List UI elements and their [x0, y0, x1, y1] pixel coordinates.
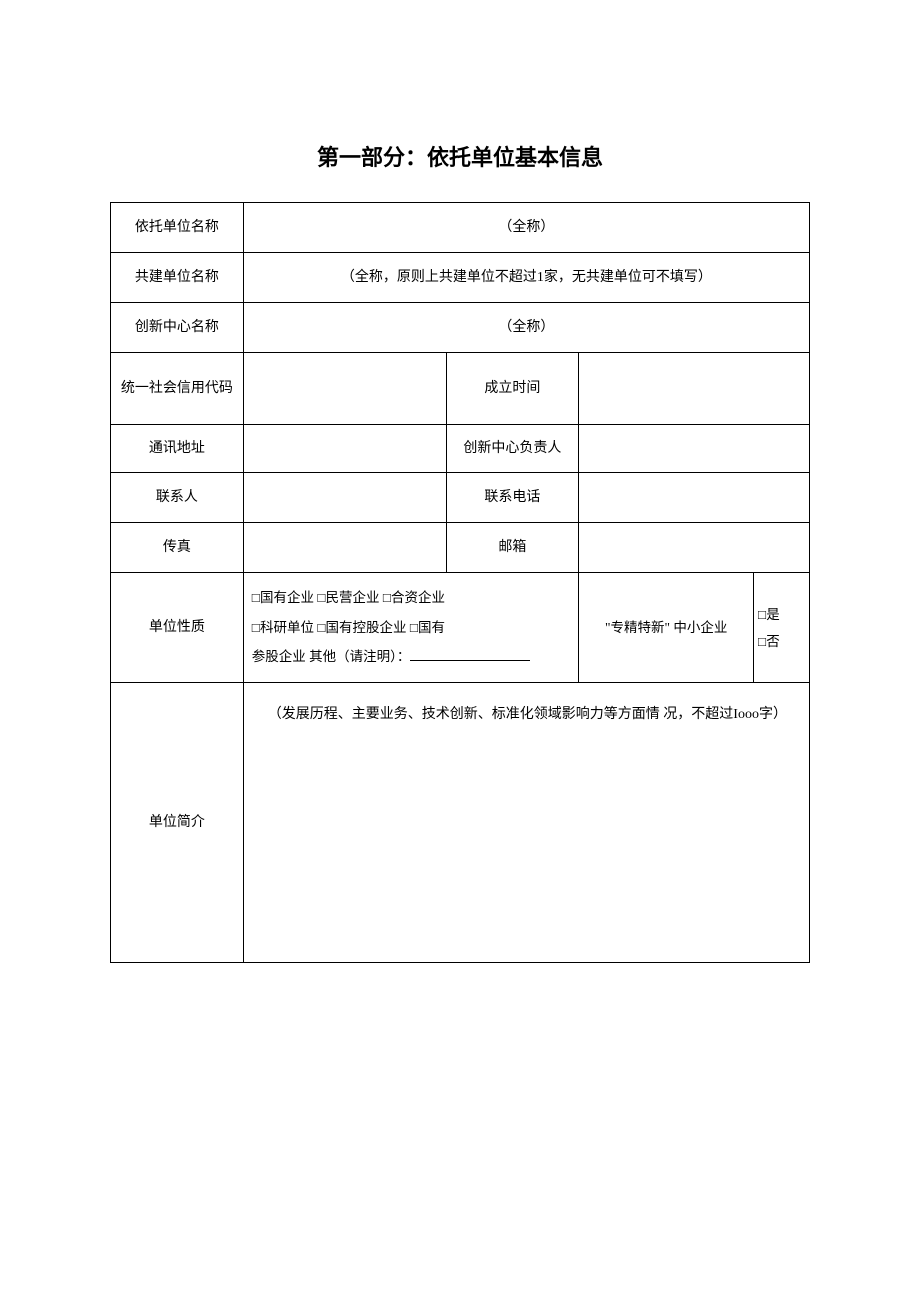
value-contact [243, 473, 446, 523]
label-email: 邮箱 [446, 523, 579, 573]
value-unit-nature: □国有企业 □民营企业 □合资企业 □科研单位 □国有控股企业 □国有 参股企业… [243, 573, 579, 683]
label-center-name: 创新中心名称 [111, 303, 244, 353]
label-unit-nature: 单位性质 [111, 573, 244, 683]
value-address [243, 425, 446, 473]
value-center-name: （全称） [243, 303, 809, 353]
nature-line1: □国有企业 □民营企业 □合资企业 [252, 583, 571, 613]
label-center-leader: 创新中心负责人 [446, 425, 579, 473]
label-address: 通讯地址 [111, 425, 244, 473]
value-unit-name: （全称） [243, 203, 809, 253]
label-phone: 联系电话 [446, 473, 579, 523]
label-credit-code: 统一社会信用代码 [111, 353, 244, 425]
sme-yes: □是 [758, 601, 803, 628]
label-unit-name: 依托单位名称 [111, 203, 244, 253]
label-unit-intro: 单位简介 [111, 683, 244, 963]
value-unit-intro: （发展历程、主要业务、技术创新、标准化领域影响力等方面情 况，不超过Iooo字） [243, 683, 809, 963]
nature-line3: 参股企业 其他（请注明）： [252, 642, 571, 672]
nature-line2: □科研单位 □国有控股企业 □国有 [252, 613, 571, 643]
value-sme-yesno: □是 □否 [754, 573, 810, 683]
basic-info-table: 依托单位名称 （全称） 共建单位名称 （全称，原则上共建单位不超过1家，无共建单… [110, 202, 810, 963]
value-establish-date [579, 353, 810, 425]
value-phone [579, 473, 810, 523]
label-sme: "专精特新" 中小企业 [579, 573, 754, 683]
label-establish-date: 成立时间 [446, 353, 579, 425]
value-joint-unit: （全称，原则上共建单位不超过1家，无共建单位可不填写） [243, 253, 809, 303]
label-fax: 传真 [111, 523, 244, 573]
label-joint-unit: 共建单位名称 [111, 253, 244, 303]
value-email [579, 523, 810, 573]
page-title: 第一部分：依托单位基本信息 [110, 140, 810, 172]
sme-no: □否 [758, 628, 803, 655]
label-contact: 联系人 [111, 473, 244, 523]
value-center-leader [579, 425, 810, 473]
value-credit-code [243, 353, 446, 425]
value-fax [243, 523, 446, 573]
